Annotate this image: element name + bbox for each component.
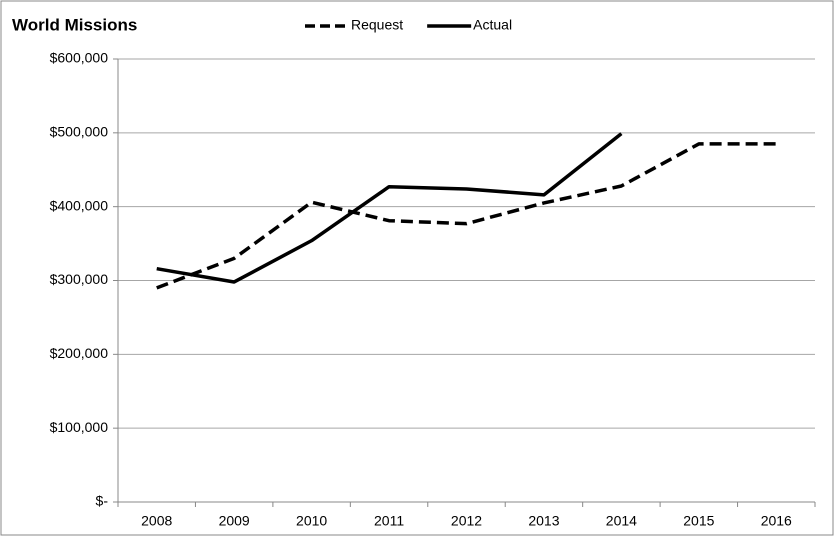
x-tick-label: 2009 xyxy=(219,513,250,529)
x-tick-label: 2014 xyxy=(606,513,637,529)
x-tick-label: 2012 xyxy=(451,513,482,529)
legend-label: Actual xyxy=(473,17,512,33)
y-tick-label: $300,000 xyxy=(50,271,109,287)
x-tick-label: 2008 xyxy=(141,513,172,529)
y-tick-label: $400,000 xyxy=(50,197,109,213)
y-tick-label: $600,000 xyxy=(50,50,109,66)
chart-title: World Missions xyxy=(12,15,137,34)
x-tick-label: 2011 xyxy=(374,513,404,529)
x-tick-label: 2016 xyxy=(761,513,792,529)
series-line xyxy=(156,132,623,284)
y-tick-label: $100,000 xyxy=(50,419,109,435)
y-tick-label: $200,000 xyxy=(50,345,109,361)
x-tick-label: 2013 xyxy=(528,513,559,529)
series-line xyxy=(156,142,777,290)
y-tick-label: $- xyxy=(96,493,109,509)
y-tick-label: $500,000 xyxy=(50,124,109,140)
legend-label: Request xyxy=(351,17,403,33)
x-tick-label: 2015 xyxy=(683,513,714,529)
x-tick-label: 2010 xyxy=(296,513,327,529)
